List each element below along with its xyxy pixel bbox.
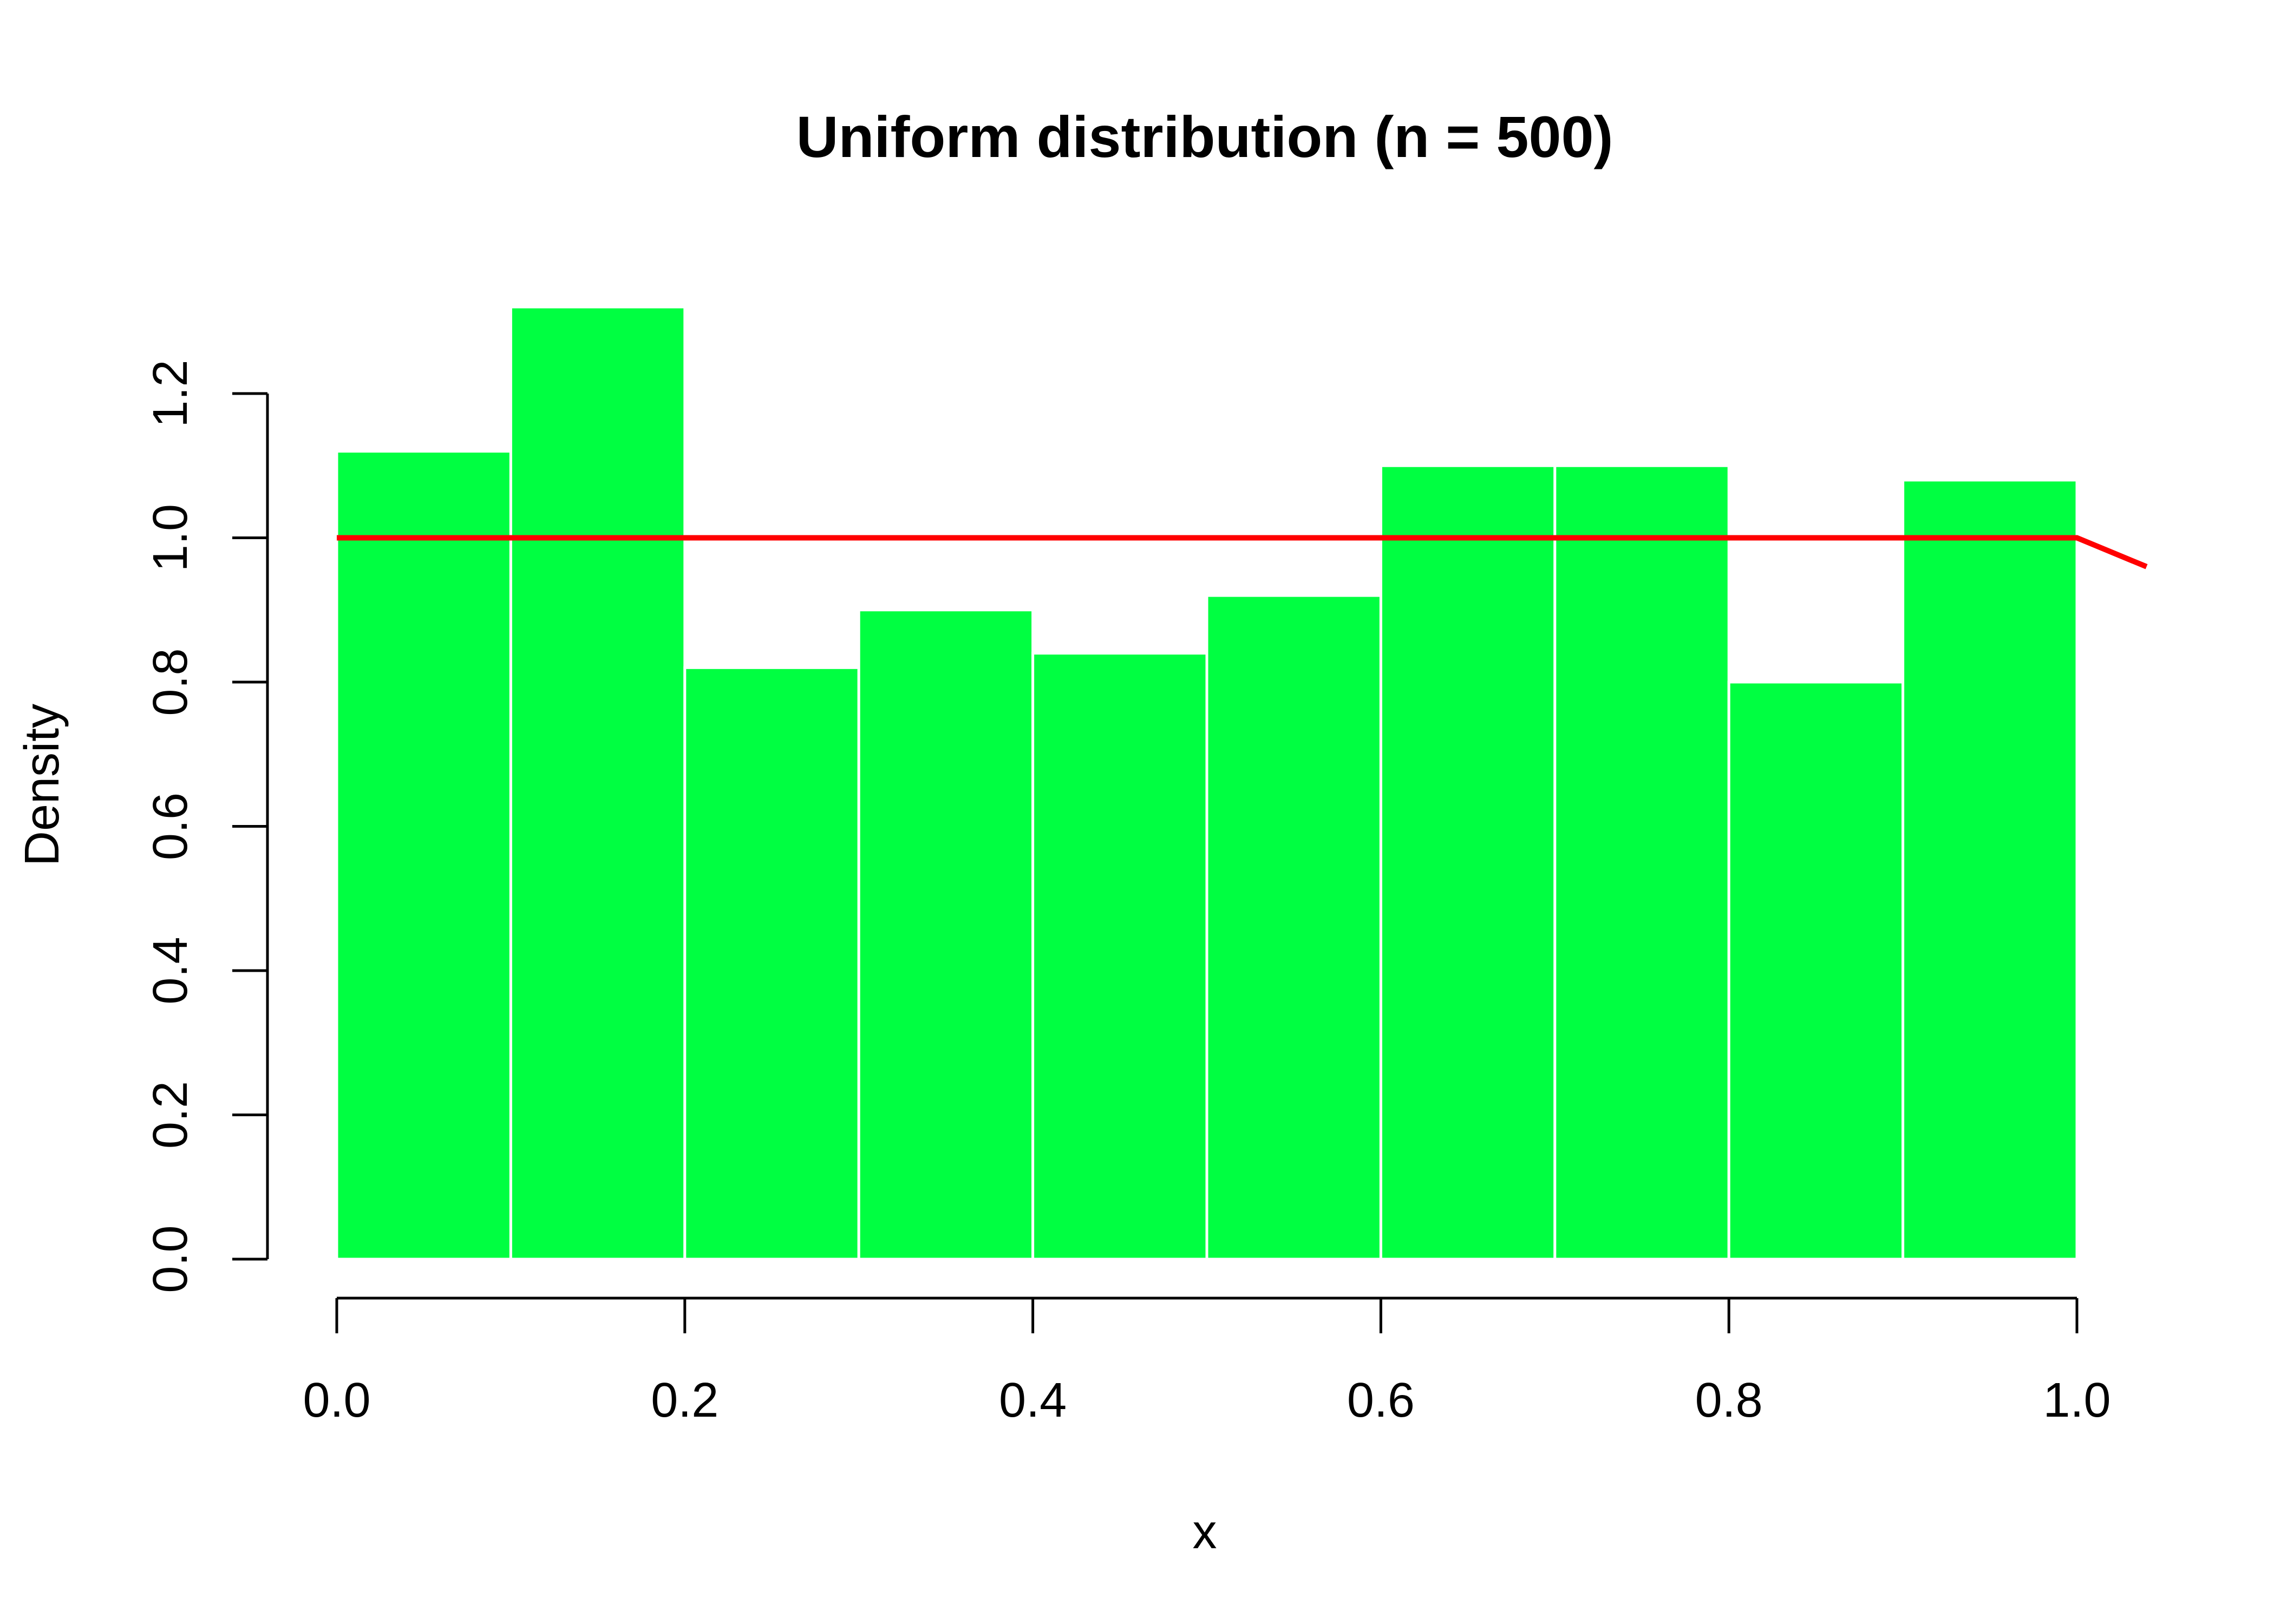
histogram-bar-8 bbox=[1553, 464, 1730, 1261]
histogram-bar-3 bbox=[683, 666, 860, 1261]
density-curve bbox=[337, 535, 2148, 569]
y-tick-label: 0.2 bbox=[143, 1081, 198, 1149]
histogram-bar-6 bbox=[1205, 594, 1382, 1261]
y-tick-label: 1.0 bbox=[143, 504, 198, 572]
histogram-bar-10 bbox=[1901, 479, 2079, 1261]
x-tick-label: 0.4 bbox=[999, 1373, 1067, 1427]
histogram-bar-4 bbox=[857, 608, 1035, 1261]
histogram-bar-2 bbox=[509, 305, 687, 1261]
x-tick-label: 1.0 bbox=[2043, 1373, 2110, 1427]
histogram-bar-7 bbox=[1379, 464, 1557, 1261]
y-tick-label: 0.8 bbox=[143, 648, 198, 716]
chart-title: Uniform distribution (n = 500) bbox=[796, 104, 1613, 169]
y-axis: 0.0 0.2 0.4 0.6 0.8 1.0 1.2 bbox=[143, 359, 269, 1293]
x-axis: 0.0 0.2 0.4 0.6 0.8 1.0 bbox=[303, 1296, 2111, 1427]
x-tick-label: 0.0 bbox=[303, 1373, 370, 1427]
x-tick-label: 0.8 bbox=[1695, 1373, 1763, 1427]
x-tick-label: 0.6 bbox=[1347, 1373, 1415, 1427]
y-tick-label: 0.4 bbox=[143, 937, 198, 1004]
histogram-bar-1 bbox=[335, 450, 512, 1261]
histogram-bar-9 bbox=[1727, 680, 1905, 1261]
y-tick-label: 0.0 bbox=[143, 1225, 198, 1293]
histogram-bar-5 bbox=[1031, 652, 1208, 1261]
x-axis-label: x bbox=[1193, 1505, 1217, 1559]
y-tick-label: 0.6 bbox=[143, 793, 198, 860]
y-axis-label: Density bbox=[15, 704, 69, 866]
y-tick-label: 1.2 bbox=[143, 359, 198, 427]
x-tick-label: 0.2 bbox=[651, 1373, 718, 1427]
histogram-bars bbox=[335, 305, 2079, 1261]
